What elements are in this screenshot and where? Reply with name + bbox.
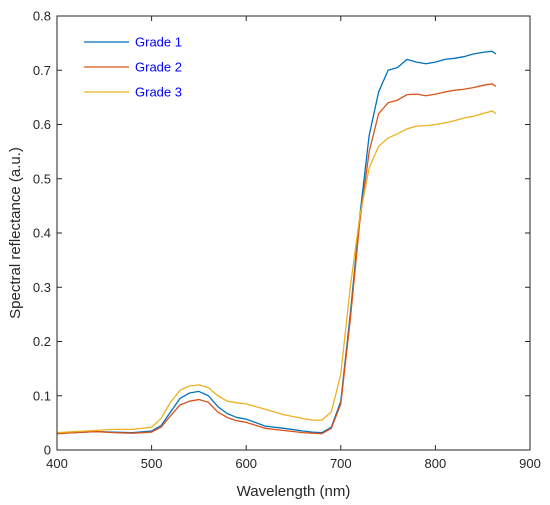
y-tick-label: 0 <box>44 443 51 458</box>
series-line-grade-1 <box>56 50 497 434</box>
y-tick-label: 0.1 <box>33 388 51 403</box>
legend-label-grade-1: Grade 1 <box>135 35 182 50</box>
x-tick-label: 900 <box>519 456 541 471</box>
x-axis-title: Wavelength (nm) <box>237 483 351 500</box>
y-tick-label: 0.3 <box>33 280 51 295</box>
x-tick-label: 400 <box>46 456 68 471</box>
x-tick-label: 500 <box>141 456 163 471</box>
x-tick-label: 600 <box>235 456 257 471</box>
series-line-grade-2 <box>56 83 497 435</box>
y-tick-label: 0.5 <box>33 171 51 186</box>
x-tick-label: 800 <box>425 456 447 471</box>
legend-label-grade-2: Grade 2 <box>135 60 182 75</box>
y-tick-label: 0.4 <box>33 226 51 241</box>
y-tick-label: 0.6 <box>33 117 51 132</box>
y-tick-label: 0.2 <box>33 334 51 349</box>
legend: Grade 1 Grade 2 Grade 3 <box>84 35 182 100</box>
y-axis-title: Spectral reflectance (a.u.) <box>7 147 24 319</box>
y-tick-label: 0.7 <box>33 63 51 78</box>
plot-area <box>57 16 530 450</box>
tick-layer: 400 500 600 700 800 900 0 0.1 0.2 0.3 0.4 0.5 0.6 0.7… <box>33 9 541 472</box>
series-line-grade-3 <box>56 110 497 434</box>
legend-label-grade-3: Grade 3 <box>135 85 182 100</box>
x-tick-label: 700 <box>330 456 352 471</box>
y-tick-label: 0.8 <box>33 9 51 24</box>
series-layer <box>56 50 497 435</box>
